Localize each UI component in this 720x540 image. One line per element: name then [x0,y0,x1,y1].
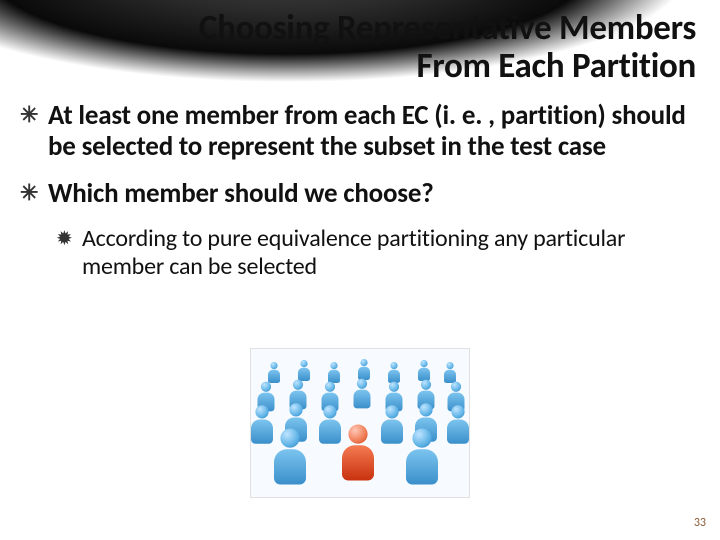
bullet-level1: ✳ Which member should we choose? [20,178,696,209]
bullet-text: Which member should we choose? [48,178,434,209]
page-number: 33 [694,516,706,530]
slide: Choosing Representative Members From Eac… [0,0,720,540]
bullet-text: At least one member from each EC (i. e. … [48,100,696,162]
burst-icon: ✳ [20,178,48,209]
burst-icon: ✳ [20,100,48,131]
slide-body: ✳ At least one member from each EC (i. e… [20,100,696,294]
crowd-illustration [250,348,470,498]
highlighted-figure-icon [340,425,375,481]
slide-title: Choosing Representative Members From Eac… [156,10,696,86]
burst-icon: ✹ [56,225,82,253]
bullet-level1: ✳ At least one member from each EC (i. e… [20,100,696,162]
bullet-text: According to pure equivalence partitioni… [82,225,696,282]
bullet-level2: ✹ According to pure equivalence partitio… [56,225,696,282]
